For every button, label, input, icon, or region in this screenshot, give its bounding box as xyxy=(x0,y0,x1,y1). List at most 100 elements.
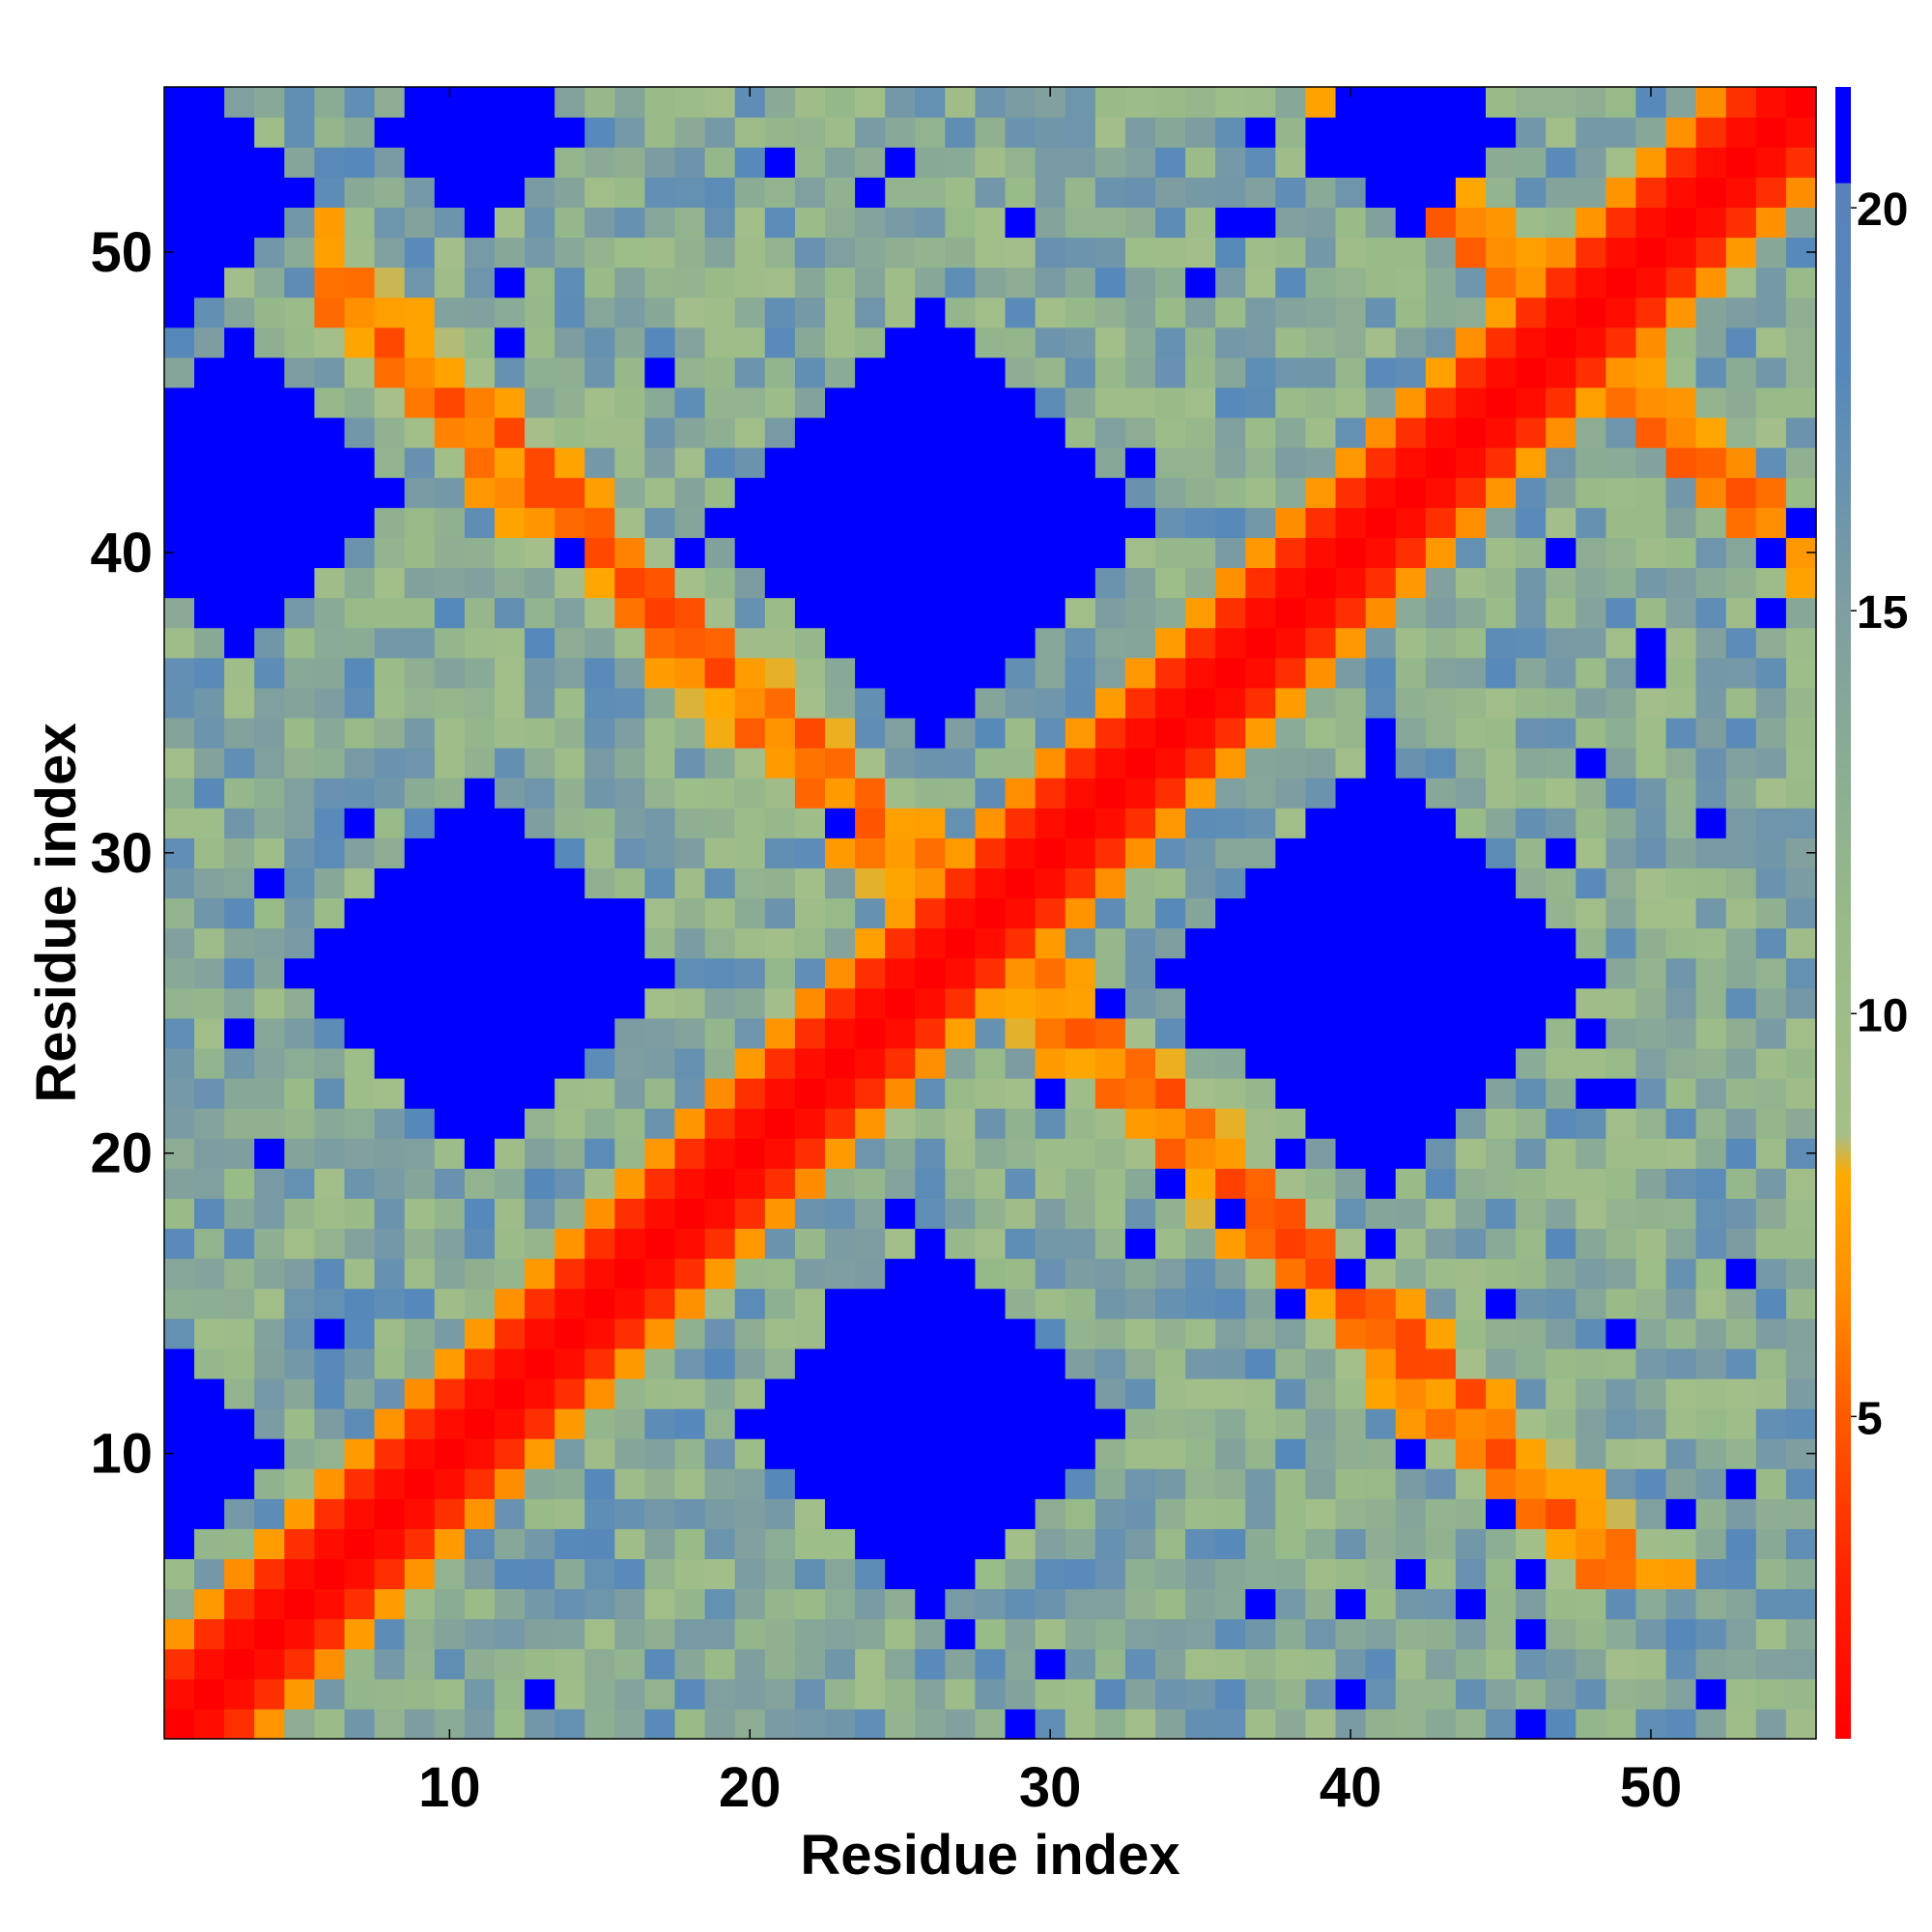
heatmap-cell xyxy=(525,447,555,478)
heatmap-cell xyxy=(1365,1017,1397,1049)
heatmap-cell xyxy=(674,1708,706,1740)
heatmap-cell xyxy=(495,297,526,328)
heatmap-cell xyxy=(584,687,615,719)
heatmap-cell xyxy=(1335,1528,1367,1560)
heatmap-cell xyxy=(1094,117,1126,148)
heatmap-cell xyxy=(1546,748,1577,779)
heatmap-cell xyxy=(1695,867,1727,899)
heatmap-cell xyxy=(614,838,646,868)
heatmap-cell xyxy=(1215,1017,1246,1049)
heatmap-cell xyxy=(1305,1378,1337,1409)
heatmap-cell xyxy=(1065,327,1096,358)
heatmap-cell xyxy=(915,1288,946,1320)
heatmap-cell xyxy=(674,477,706,508)
heatmap-cell xyxy=(794,1678,826,1710)
heatmap-cell xyxy=(1185,1558,1216,1590)
heatmap-cell xyxy=(224,838,255,868)
heatmap-cell xyxy=(1576,808,1606,838)
heatmap-cell xyxy=(1695,1138,1727,1169)
heatmap-cell xyxy=(584,627,615,659)
heatmap-cell xyxy=(254,1468,285,1499)
heatmap-cell xyxy=(404,1498,436,1529)
heatmap-cell xyxy=(254,1288,285,1320)
heatmap-cell xyxy=(1065,1558,1096,1590)
heatmap-cell xyxy=(554,627,585,659)
heatmap-cell xyxy=(1665,987,1697,1019)
heatmap-cell xyxy=(1065,657,1096,689)
heatmap-cell xyxy=(374,1108,406,1139)
heatmap-cell xyxy=(1516,297,1547,328)
heatmap-cell xyxy=(254,447,285,478)
heatmap-cell xyxy=(825,1198,856,1230)
heatmap-cell xyxy=(284,386,316,418)
heatmap-cell xyxy=(614,748,646,779)
heatmap-cell xyxy=(1094,687,1126,719)
heatmap-cell xyxy=(825,1348,856,1379)
heatmap-cell xyxy=(1755,1198,1787,1230)
heatmap-cell xyxy=(825,1408,856,1439)
heatmap-cell xyxy=(1546,267,1577,298)
heatmap-cell xyxy=(1245,237,1276,269)
heatmap-cell xyxy=(1035,1678,1066,1710)
heatmap-cell xyxy=(1455,87,1487,118)
heatmap-cell xyxy=(1245,267,1276,298)
heatmap-cell xyxy=(734,867,766,899)
heatmap-cell xyxy=(1755,687,1787,719)
heatmap-cell xyxy=(1665,597,1697,629)
heatmap-cell xyxy=(614,1258,646,1290)
heatmap-cell xyxy=(224,657,255,689)
heatmap-cell xyxy=(1185,1678,1216,1710)
heatmap-cell xyxy=(1395,748,1427,779)
heatmap-cell xyxy=(1185,1438,1216,1469)
heatmap-cell xyxy=(1155,117,1186,148)
heatmap-cell xyxy=(194,507,225,538)
heatmap-cell xyxy=(885,1558,916,1590)
heatmap-cell xyxy=(1185,1318,1216,1350)
heatmap-cell xyxy=(284,177,316,208)
heatmap-cell xyxy=(1395,987,1427,1019)
heatmap-cell xyxy=(1335,477,1367,508)
heatmap-cell xyxy=(1425,1378,1457,1409)
heatmap-cell xyxy=(1486,147,1517,178)
heatmap-cell xyxy=(1155,1438,1186,1469)
heatmap-cell xyxy=(404,567,436,599)
heatmap-cell xyxy=(794,748,826,779)
heatmap-cell xyxy=(1546,117,1577,148)
heatmap-cell xyxy=(1665,177,1697,208)
heatmap-cell xyxy=(1455,297,1487,328)
heatmap-cell xyxy=(254,327,285,358)
heatmap-cell xyxy=(194,717,225,749)
heatmap-cell xyxy=(825,1318,856,1350)
heatmap-cell xyxy=(915,717,946,749)
heatmap-cell xyxy=(1305,867,1337,899)
heatmap-cell xyxy=(975,297,1007,328)
heatmap-cell xyxy=(1455,1438,1487,1469)
heatmap-cell xyxy=(1245,808,1276,838)
heatmap-cell xyxy=(1305,1047,1337,1079)
heatmap-cell xyxy=(194,1198,225,1230)
heatmap-cell xyxy=(1486,778,1517,809)
heatmap-cell xyxy=(1725,1198,1757,1230)
heatmap-cell xyxy=(915,597,946,629)
heatmap-cell xyxy=(164,1618,195,1650)
heatmap-cell xyxy=(1425,87,1457,118)
heatmap-cell xyxy=(1275,1198,1307,1230)
heatmap-cell xyxy=(584,1288,615,1320)
heatmap-cell xyxy=(885,1288,916,1320)
heatmap-cell xyxy=(1335,1288,1367,1320)
heatmap-cell xyxy=(314,507,346,538)
heatmap-cell xyxy=(1155,1708,1186,1740)
heatmap-cell xyxy=(764,207,796,239)
heatmap-cell xyxy=(1516,417,1547,448)
heatmap-cell xyxy=(344,1438,376,1469)
heatmap-cell xyxy=(734,1228,766,1260)
heatmap-cell xyxy=(1065,838,1096,868)
heatmap-cell xyxy=(734,1168,766,1199)
heatmap-cell xyxy=(1755,1558,1787,1590)
heatmap-cell xyxy=(314,1348,346,1379)
heatmap-cell xyxy=(1605,1408,1637,1439)
heatmap-cell xyxy=(1516,147,1547,178)
heatmap-cell xyxy=(164,417,195,448)
heatmap-cell xyxy=(314,1138,346,1169)
